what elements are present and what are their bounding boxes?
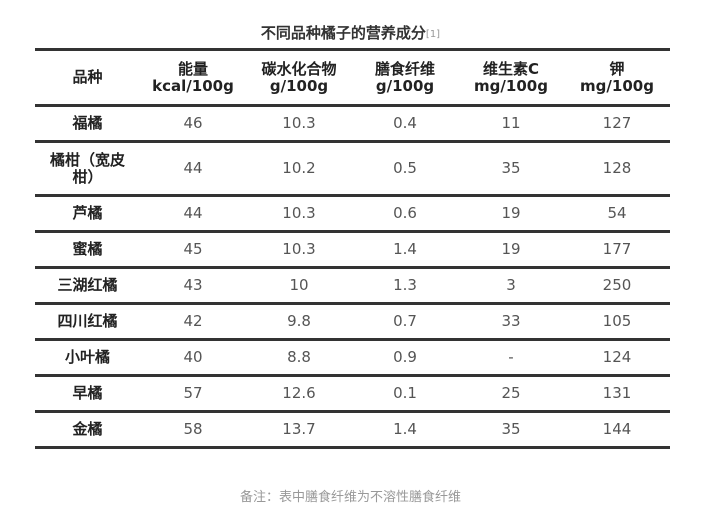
value-cell: 124 <box>602 348 632 366</box>
value-cell: 1.4 <box>393 240 417 258</box>
nutrition-table: 品种 能量 kcal/100g 碳水化合物 g/100g 膳食纤维 g/100g 维生素C mg… <box>35 48 670 449</box>
value-cell: 11 <box>501 114 521 132</box>
value-cell: 10.3 <box>282 204 316 222</box>
value-cell: 13.7 <box>282 420 316 438</box>
value-cell: 1.4 <box>393 420 417 438</box>
header-line: kcal/100g <box>152 76 234 95</box>
header-line: 能量 <box>177 59 208 78</box>
title-text: 不同品种橘子的营养成分 <box>260 24 426 42</box>
value-cell: 0.6 <box>393 204 417 222</box>
table-row: 三湖红橘 43 10 1.3 3 250 <box>35 268 670 304</box>
value-cell: - <box>508 348 514 366</box>
value-cell: 44 <box>183 159 203 177</box>
value-cell: 0.5 <box>393 159 417 177</box>
value-cell: 144 <box>602 420 632 438</box>
table-row: 四川红橘 42 9.8 0.7 33 105 <box>35 304 670 340</box>
header-cell: 碳水化合物 g/100g <box>246 50 352 106</box>
header-line: mg/100g <box>580 76 654 95</box>
value-cell: 0.7 <box>393 312 417 330</box>
value-cell: 44 <box>183 204 203 222</box>
table-header: 品种 能量 kcal/100g 碳水化合物 g/100g 膳食纤维 g/100g 维生素C mg… <box>35 49 670 106</box>
value-cell: 19 <box>501 240 521 258</box>
value-cell: 250 <box>602 276 632 294</box>
value-cell: 0.9 <box>393 348 417 366</box>
table-row: 芦橘 44 10.3 0.6 19 54 <box>35 196 670 232</box>
header-row: 品种 能量 kcal/100g 碳水化合物 g/100g 膳食纤维 g/100g 维生素C mg… <box>35 49 670 106</box>
table-row: 橘柑（宽皮柑） 44 10.2 0.5 35 128 <box>35 142 670 196</box>
variety-cell: 三湖红橘 <box>57 276 118 294</box>
value-cell: 42 <box>183 312 203 330</box>
table-row: 早橘 57 12.6 0.1 25 131 <box>35 376 670 412</box>
header-cell: 钾 mg/100g <box>564 50 670 106</box>
value-cell: 128 <box>602 159 632 177</box>
variety-cell: 早橘 <box>72 384 103 402</box>
header-line: g/100g <box>269 76 329 95</box>
value-cell: 10.3 <box>282 240 316 258</box>
value-cell: 12.6 <box>282 384 316 402</box>
title-reference[interactable]: [1] <box>425 29 441 40</box>
variety-cell: 小叶橘 <box>64 348 110 366</box>
header-cell: 品种 <box>35 50 140 106</box>
header-line: g/100g <box>375 76 435 95</box>
header-line: 品种 <box>72 68 103 86</box>
value-cell: 40 <box>183 348 203 366</box>
table-body: 福橘 46 10.3 0.4 11 127 橘柑（宽皮柑） 44 10.2 0.5 35 128 芦橘 4… <box>35 106 670 448</box>
value-cell: 57 <box>183 384 203 402</box>
header-line: 钾 <box>609 59 625 78</box>
table-row: 金橘 58 13.7 1.4 35 144 <box>35 412 670 448</box>
variety-cell: 橘柑（宽皮柑） <box>49 150 125 186</box>
value-cell: 54 <box>607 204 627 222</box>
table-title: 不同品种橘子的营养成分[1] <box>0 22 701 43</box>
value-cell: 45 <box>183 240 203 258</box>
table-row: 蜜橘 45 10.3 1.4 19 177 <box>35 232 670 268</box>
table-row: 小叶橘 40 8.8 0.9 - 124 <box>35 340 670 376</box>
value-cell: 10.2 <box>282 159 316 177</box>
variety-cell: 金橘 <box>72 420 103 438</box>
value-cell: 9.8 <box>287 312 311 330</box>
value-cell: 0.4 <box>393 114 417 132</box>
value-cell: 0.1 <box>393 384 417 402</box>
header-line: 膳食纤维 <box>374 59 435 78</box>
value-cell: 10 <box>289 276 309 294</box>
value-cell: 43 <box>183 276 203 294</box>
table-note: 备注：表中膳食纤维为不溶性膳食纤维 <box>239 490 461 505</box>
value-cell: 35 <box>501 420 521 438</box>
value-cell: 10.3 <box>282 114 316 132</box>
value-cell: 46 <box>183 114 203 132</box>
header-line: 碳水化合物 <box>261 59 337 78</box>
variety-cell: 福橘 <box>72 114 103 132</box>
variety-cell: 芦橘 <box>72 204 103 222</box>
variety-cell: 四川红橘 <box>57 312 118 330</box>
value-cell: 19 <box>501 204 521 222</box>
header-line: mg/100g <box>474 76 548 95</box>
header-cell: 膳食纤维 g/100g <box>352 50 458 106</box>
value-cell: 33 <box>501 312 521 330</box>
value-cell: 58 <box>183 420 203 438</box>
value-cell: 131 <box>602 384 632 402</box>
value-cell: 8.8 <box>287 348 311 366</box>
header-line: 维生素C <box>482 59 539 78</box>
table-row: 福橘 46 10.3 0.4 11 127 <box>35 106 670 142</box>
value-cell: 3 <box>506 276 516 294</box>
value-cell: 127 <box>602 114 632 132</box>
value-cell: 1.3 <box>393 276 417 294</box>
value-cell: 105 <box>602 312 632 330</box>
header-cell: 能量 kcal/100g <box>140 50 246 106</box>
value-cell: 35 <box>501 159 521 177</box>
value-cell: 177 <box>602 240 632 258</box>
variety-cell: 蜜橘 <box>72 240 103 258</box>
value-cell: 25 <box>501 384 521 402</box>
header-cell: 维生素C mg/100g <box>458 50 564 106</box>
